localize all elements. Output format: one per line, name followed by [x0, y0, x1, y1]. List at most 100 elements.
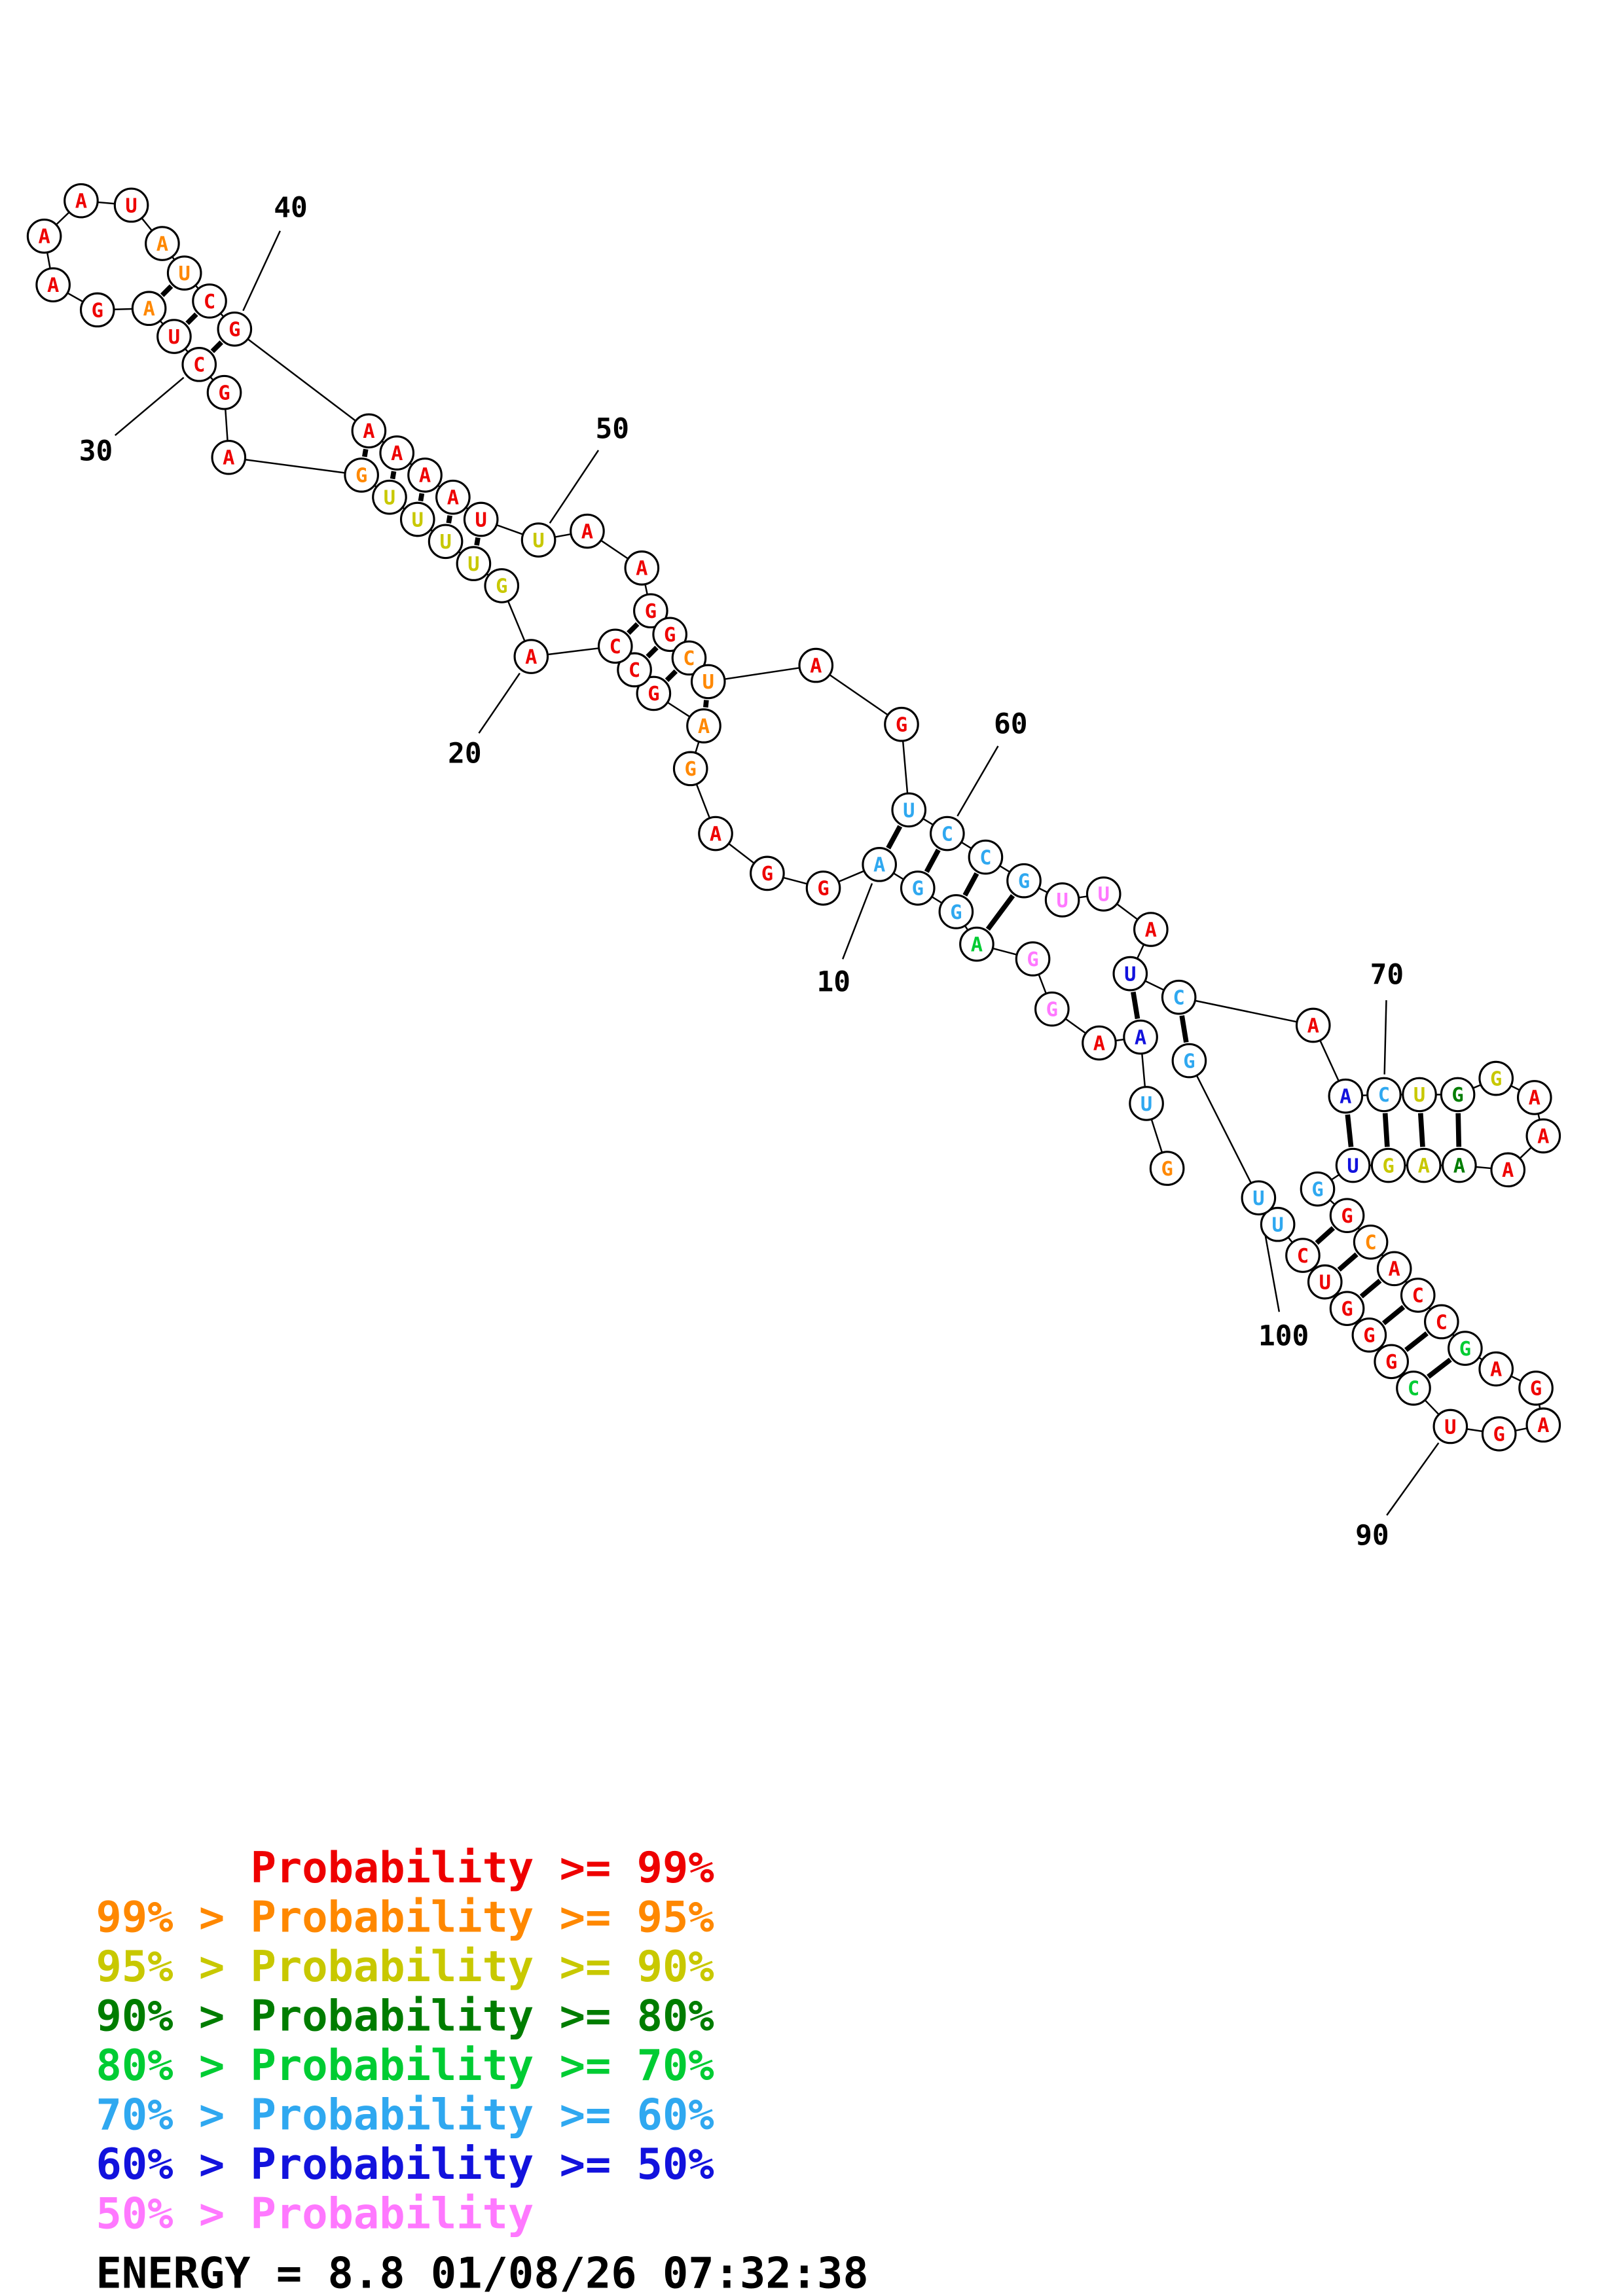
nucleotide-24: U — [372, 479, 407, 515]
nucleotide-47: A — [624, 550, 660, 586]
nucleotide-circle — [79, 292, 115, 328]
nucleotide-letter: G — [1027, 948, 1038, 971]
basepair-bond — [1179, 1015, 1189, 1043]
nucleotide-letter: A — [1145, 919, 1157, 942]
nucleotide-22: U — [428, 524, 464, 560]
nucleotide-26: A — [211, 440, 247, 475]
nucleotide-letter: G — [1383, 1155, 1395, 1177]
nucleotide-letter: C — [1364, 1232, 1376, 1255]
nucleotide-circle — [407, 457, 443, 493]
nucleotide-letter: A — [873, 854, 885, 877]
nucleotide-33: A — [26, 218, 62, 254]
nucleotide-letter: A — [419, 465, 431, 488]
backbone-segment — [141, 218, 153, 231]
nucleotide-letter: A — [143, 298, 155, 321]
nucleotide-circle — [435, 479, 471, 515]
nucleotide-circle — [617, 652, 652, 688]
basepair-bond — [665, 669, 678, 683]
backbone-segment — [458, 551, 461, 554]
basepair-bond — [418, 493, 425, 502]
nucleotide-84: G — [1518, 1371, 1554, 1406]
backbone-segment — [225, 410, 228, 440]
nucleotide-39: G — [217, 311, 253, 347]
nucleotide-circle — [1129, 1086, 1164, 1121]
nucleotide-8: G — [938, 894, 974, 929]
nucleotide-circle — [1295, 1007, 1331, 1043]
nucleotide-letter: G — [356, 465, 367, 488]
backbone-segment — [46, 253, 51, 268]
backbone-segment — [246, 459, 344, 474]
nucleotide-46: A — [570, 513, 605, 549]
nucleotide-circle — [636, 675, 672, 711]
nucleotide-circle — [798, 647, 834, 683]
nucleotide-66: U — [1402, 1077, 1437, 1113]
nucleotide-13: A — [698, 816, 733, 852]
nucleotide-circle — [35, 267, 71, 302]
nucleotide-34: A — [64, 183, 99, 219]
energy-text: ENERGY = 8.8 01/08/26 07:32:38 — [96, 2249, 868, 2296]
nucleotide-circle — [1402, 1077, 1437, 1113]
basepair-bond — [160, 284, 173, 297]
nucleotide-letter: G — [1490, 1067, 1502, 1090]
nucleotide-circle — [1525, 1407, 1561, 1443]
nucleotide-letter: A — [1490, 1358, 1502, 1381]
position-label-leader — [1386, 1442, 1440, 1516]
nucleotide-letter: G — [1363, 1325, 1375, 1348]
position-label-leader — [242, 230, 281, 312]
legend-layer: Probability >= 99%99% > Probability >= 9… — [96, 1843, 868, 2296]
legend-item: 95% > Probability >= 90% — [96, 1942, 714, 1992]
nucleotide-circle — [520, 522, 556, 558]
nucleotide-89: G — [1374, 1344, 1409, 1380]
nucleotide-49: G — [652, 617, 687, 653]
nucleotide-circle — [671, 640, 707, 676]
nucleotide-circle — [597, 628, 633, 664]
backbone-segment — [497, 524, 522, 535]
basepair-bond — [1417, 1113, 1425, 1147]
nucleotide-circle — [570, 513, 605, 549]
basepair-bond — [185, 312, 198, 325]
nucleotide-letter: C — [683, 647, 695, 670]
nucleotide-21: U — [456, 546, 492, 581]
backbone-segment — [1479, 1357, 1482, 1360]
nucleotide-letter: C — [941, 823, 953, 846]
nucleotide-letter: C — [629, 659, 640, 682]
nucleotide-letter: U — [1271, 1214, 1283, 1237]
backbone-segment — [1038, 975, 1047, 994]
nucleotide-letter: U — [439, 531, 451, 554]
nucleotide-circle — [1442, 1147, 1477, 1183]
basepair-bond — [210, 340, 223, 353]
position-label-leader — [549, 450, 600, 524]
nucleotide-circle — [1440, 1077, 1476, 1113]
nucleotide-circle — [211, 440, 247, 475]
backbone-segment — [1288, 1237, 1293, 1243]
backbone-segment — [185, 349, 189, 352]
nucleotide-82: G — [1448, 1331, 1483, 1366]
position-label-leader — [1383, 1000, 1387, 1075]
nucleotide-letter: A — [636, 558, 647, 581]
nucleotide-12: G — [750, 855, 785, 891]
backbone-segment — [1141, 1054, 1146, 1086]
nucleotide-circle — [1307, 1264, 1343, 1300]
position-label-20: 20 — [448, 737, 482, 770]
nucleotide-letter: A — [38, 226, 50, 249]
nucleotide-5: G — [1034, 991, 1070, 1027]
legend-item: 60% > Probability >= 50% — [96, 2140, 714, 2189]
backbone-segment — [1511, 1085, 1520, 1091]
backbone-segment — [160, 321, 164, 325]
nucleotide-letter: G — [817, 878, 829, 901]
backbone-segment — [247, 338, 356, 422]
backbone-segment — [1331, 1174, 1340, 1180]
nucleotide-37: U — [166, 255, 202, 291]
backbone-segment — [993, 948, 1017, 956]
nucleotide-letter: C — [1173, 986, 1184, 1009]
nucleotide-71: A — [1490, 1152, 1526, 1188]
nucleotide-circle — [428, 524, 464, 560]
nucleotide-letter: U — [179, 262, 191, 285]
nucleotide-83: A — [1478, 1351, 1514, 1387]
position-label-70: 70 — [1370, 958, 1404, 991]
nucleotide-circle — [1448, 1331, 1483, 1366]
nucleotide-65: C — [1366, 1077, 1402, 1113]
backbone-segment — [507, 601, 526, 641]
nucleotide-circle — [64, 183, 99, 219]
nucleotide-circle — [1481, 1416, 1517, 1452]
